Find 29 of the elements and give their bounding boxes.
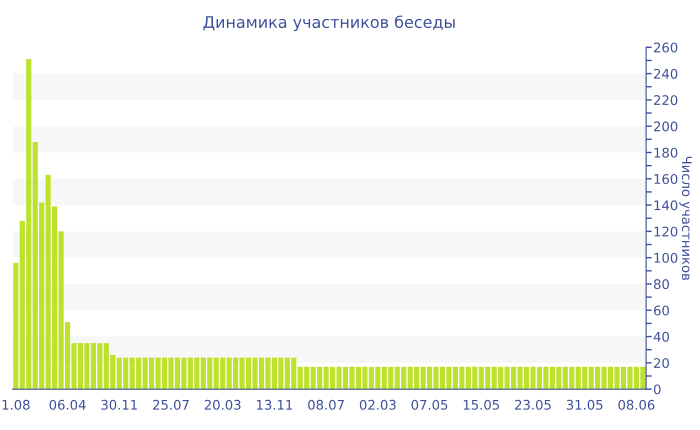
y-tick-label: 20 bbox=[654, 358, 669, 368]
x-tick-label: 06.04 bbox=[50, 400, 86, 410]
x-tick-label: 31.05 bbox=[566, 400, 602, 410]
x-tick-label: 1.08 bbox=[2, 400, 30, 410]
x-tick-label: 23.05 bbox=[515, 400, 551, 410]
x-tick-label: 08.06 bbox=[618, 400, 654, 410]
x-tick-label: 02.03 bbox=[360, 400, 396, 410]
y-tick-label: 220 bbox=[654, 95, 678, 106]
chart-title: Динамика участников беседы bbox=[203, 15, 455, 32]
y-tick-label: 240 bbox=[654, 68, 678, 79]
y-tick-label: 120 bbox=[654, 226, 678, 237]
x-tick-label: 15.05 bbox=[464, 400, 499, 410]
x-tick-label: 25.07 bbox=[153, 400, 189, 410]
x-tick-label: 07.05 bbox=[412, 400, 448, 410]
y-tick-label: 100 bbox=[654, 252, 678, 263]
x-tick-label: 20.03 bbox=[204, 400, 241, 410]
y-axis-title: Число участников bbox=[679, 156, 692, 280]
y-tick-label: 200 bbox=[654, 121, 678, 132]
y-tick-label: 160 bbox=[654, 174, 678, 184]
y-tick-label: 260 bbox=[654, 42, 678, 52]
x-tick-label: 13.11 bbox=[256, 400, 292, 410]
x-tick-label: 30.11 bbox=[101, 400, 137, 410]
y-tick-label: 80 bbox=[654, 279, 669, 290]
y-tick-label: 60 bbox=[654, 305, 669, 316]
y-tick-label: 140 bbox=[654, 200, 678, 210]
y-tick-label: 40 bbox=[654, 332, 669, 342]
x-tick-label: 08.07 bbox=[308, 400, 344, 410]
y-tick-label: 0 bbox=[654, 384, 661, 394]
y-tick-label: 180 bbox=[654, 148, 678, 158]
